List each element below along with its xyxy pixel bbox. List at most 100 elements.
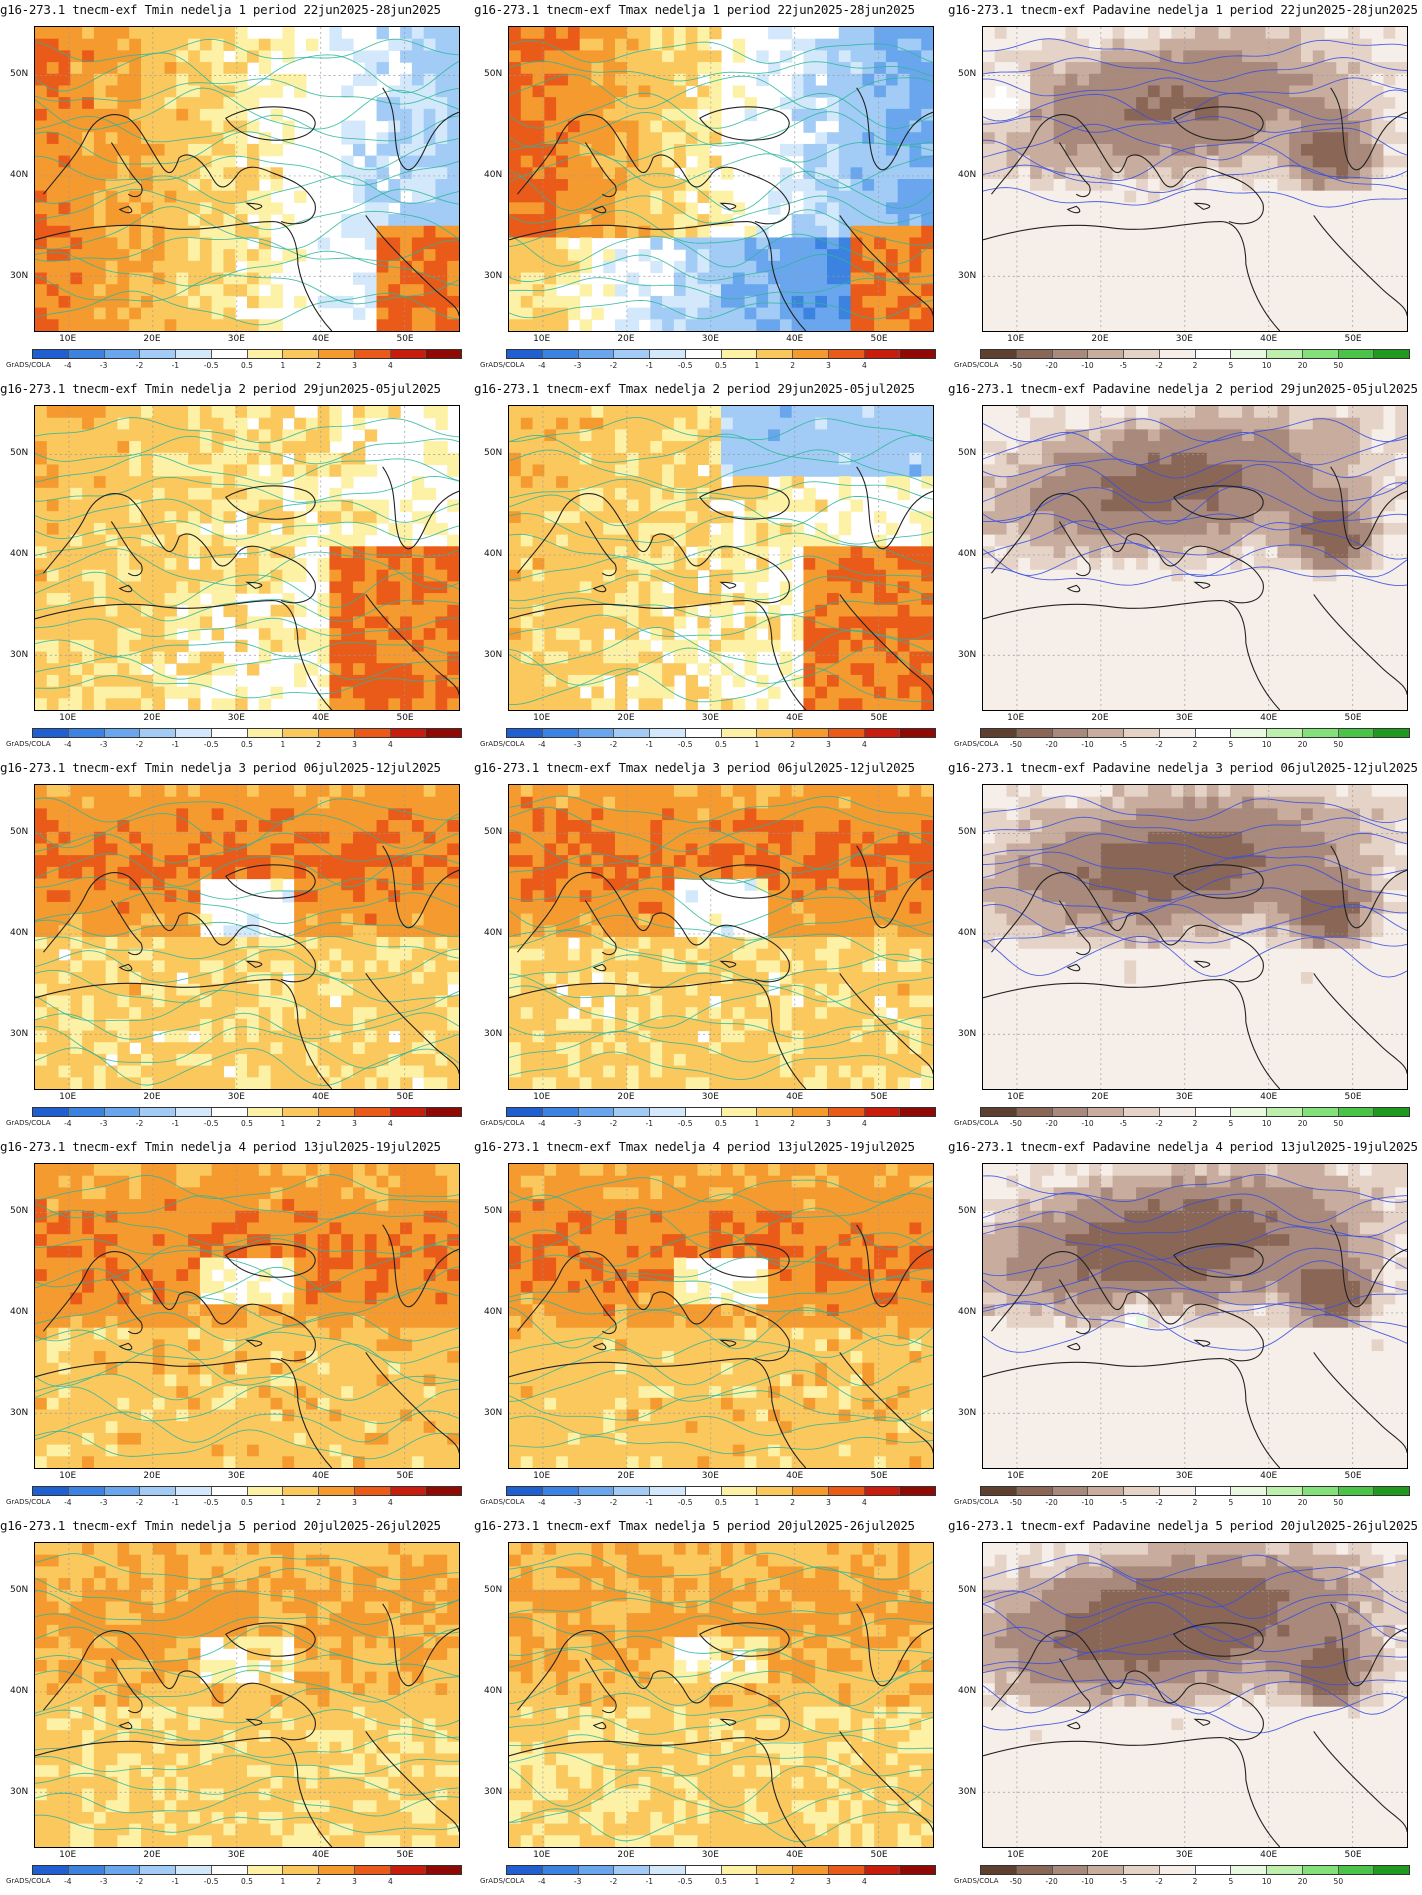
field-cell xyxy=(1171,214,1184,227)
field-cell xyxy=(567,295,581,309)
field-cell xyxy=(1324,604,1337,618)
field-cell xyxy=(1124,558,1137,571)
field-cell xyxy=(544,50,557,63)
field-cell xyxy=(1183,522,1196,536)
field-cell xyxy=(983,569,996,582)
field-cell xyxy=(520,132,534,145)
field-cell xyxy=(1371,464,1385,477)
field-cell xyxy=(850,663,863,676)
field-cell xyxy=(1348,406,1361,419)
field-cell xyxy=(556,569,569,582)
field-cell xyxy=(1348,202,1361,215)
field-cell xyxy=(662,307,675,320)
field-cell xyxy=(1006,179,1019,192)
field-cell xyxy=(1065,569,1078,582)
field-cell xyxy=(1206,62,1220,75)
field-cell xyxy=(411,307,425,320)
field-cell xyxy=(791,85,805,98)
field-cell xyxy=(1159,167,1173,180)
field-cell xyxy=(1065,214,1078,227)
field-cell xyxy=(1018,604,1031,618)
field-cell xyxy=(1041,546,1055,559)
field-cell xyxy=(897,108,911,122)
field-cell xyxy=(1348,85,1361,98)
field-cell xyxy=(994,522,1008,536)
field-cell xyxy=(791,628,805,641)
colorbar-swatch xyxy=(354,729,391,737)
field-cell xyxy=(1395,249,1407,262)
field-cell xyxy=(93,295,107,309)
field-cell xyxy=(803,674,816,688)
field-cell xyxy=(341,38,354,51)
field-cell xyxy=(1312,651,1326,664)
field-cell xyxy=(1359,429,1373,442)
field-cell xyxy=(329,487,342,501)
field-cell xyxy=(1089,511,1102,524)
field-cell xyxy=(176,464,189,477)
field-cell xyxy=(1136,429,1149,442)
field-cell xyxy=(994,272,1008,285)
field-cell xyxy=(874,686,887,699)
field-cell xyxy=(1124,487,1137,501)
field-cell xyxy=(1077,108,1090,122)
field-cell xyxy=(909,190,922,203)
field-cell xyxy=(1242,581,1255,594)
field-cell xyxy=(1301,260,1314,274)
field-cell xyxy=(1100,476,1114,489)
field-cell xyxy=(909,593,922,606)
colorbar-tick-label: 3 xyxy=(826,361,831,370)
field-cell xyxy=(1253,27,1267,40)
field-cell xyxy=(1030,73,1043,87)
field-cell xyxy=(603,616,616,629)
field-cell xyxy=(188,249,201,262)
field-cell xyxy=(1159,225,1173,239)
field-cell xyxy=(1077,511,1090,524)
field-cell xyxy=(1147,50,1161,63)
field-cell xyxy=(1206,97,1220,110)
field-cell xyxy=(615,179,628,192)
field-cell xyxy=(1242,73,1255,87)
field-cell xyxy=(1348,260,1361,274)
field-cell xyxy=(1395,593,1407,606)
field-cell xyxy=(270,417,283,430)
field-cell xyxy=(1100,62,1114,75)
field-cell xyxy=(1289,272,1302,285)
field-cell xyxy=(1171,97,1184,110)
field-cell xyxy=(567,616,581,629)
field-cell xyxy=(176,249,189,262)
field-cell xyxy=(615,616,628,629)
field-cell xyxy=(862,132,875,145)
field-cell xyxy=(435,319,448,331)
field-cell xyxy=(1265,628,1279,641)
field-cell xyxy=(803,534,816,547)
field-cell xyxy=(341,155,354,168)
field-cell xyxy=(579,62,593,75)
longitude-label: 20E xyxy=(143,334,161,344)
field-cell xyxy=(874,429,887,442)
field-cell xyxy=(827,464,840,477)
field-cell xyxy=(1124,593,1137,606)
field-cell xyxy=(1206,476,1220,489)
field-cell xyxy=(1324,319,1337,331)
field-cell xyxy=(199,558,213,571)
colorbar-tick-label: -4 xyxy=(64,740,72,749)
colorbar-swatch xyxy=(614,350,650,358)
field-cell xyxy=(141,214,154,227)
field-cell xyxy=(709,190,722,203)
field-cell xyxy=(921,179,933,192)
field-cell xyxy=(164,319,177,331)
colorbar-swatch xyxy=(1374,350,1409,358)
field-cell xyxy=(247,429,260,442)
field-cell xyxy=(983,604,996,618)
field-cell xyxy=(520,108,534,122)
field-cell xyxy=(1041,604,1055,618)
field-cell xyxy=(423,225,437,239)
field-cell xyxy=(447,663,459,676)
field-cell xyxy=(1277,593,1290,606)
field-cell xyxy=(93,225,107,239)
field-cell xyxy=(176,85,189,98)
field-cell xyxy=(435,663,448,676)
field-cell xyxy=(1171,319,1184,331)
field-cell xyxy=(376,143,389,157)
field-cell xyxy=(58,97,71,110)
